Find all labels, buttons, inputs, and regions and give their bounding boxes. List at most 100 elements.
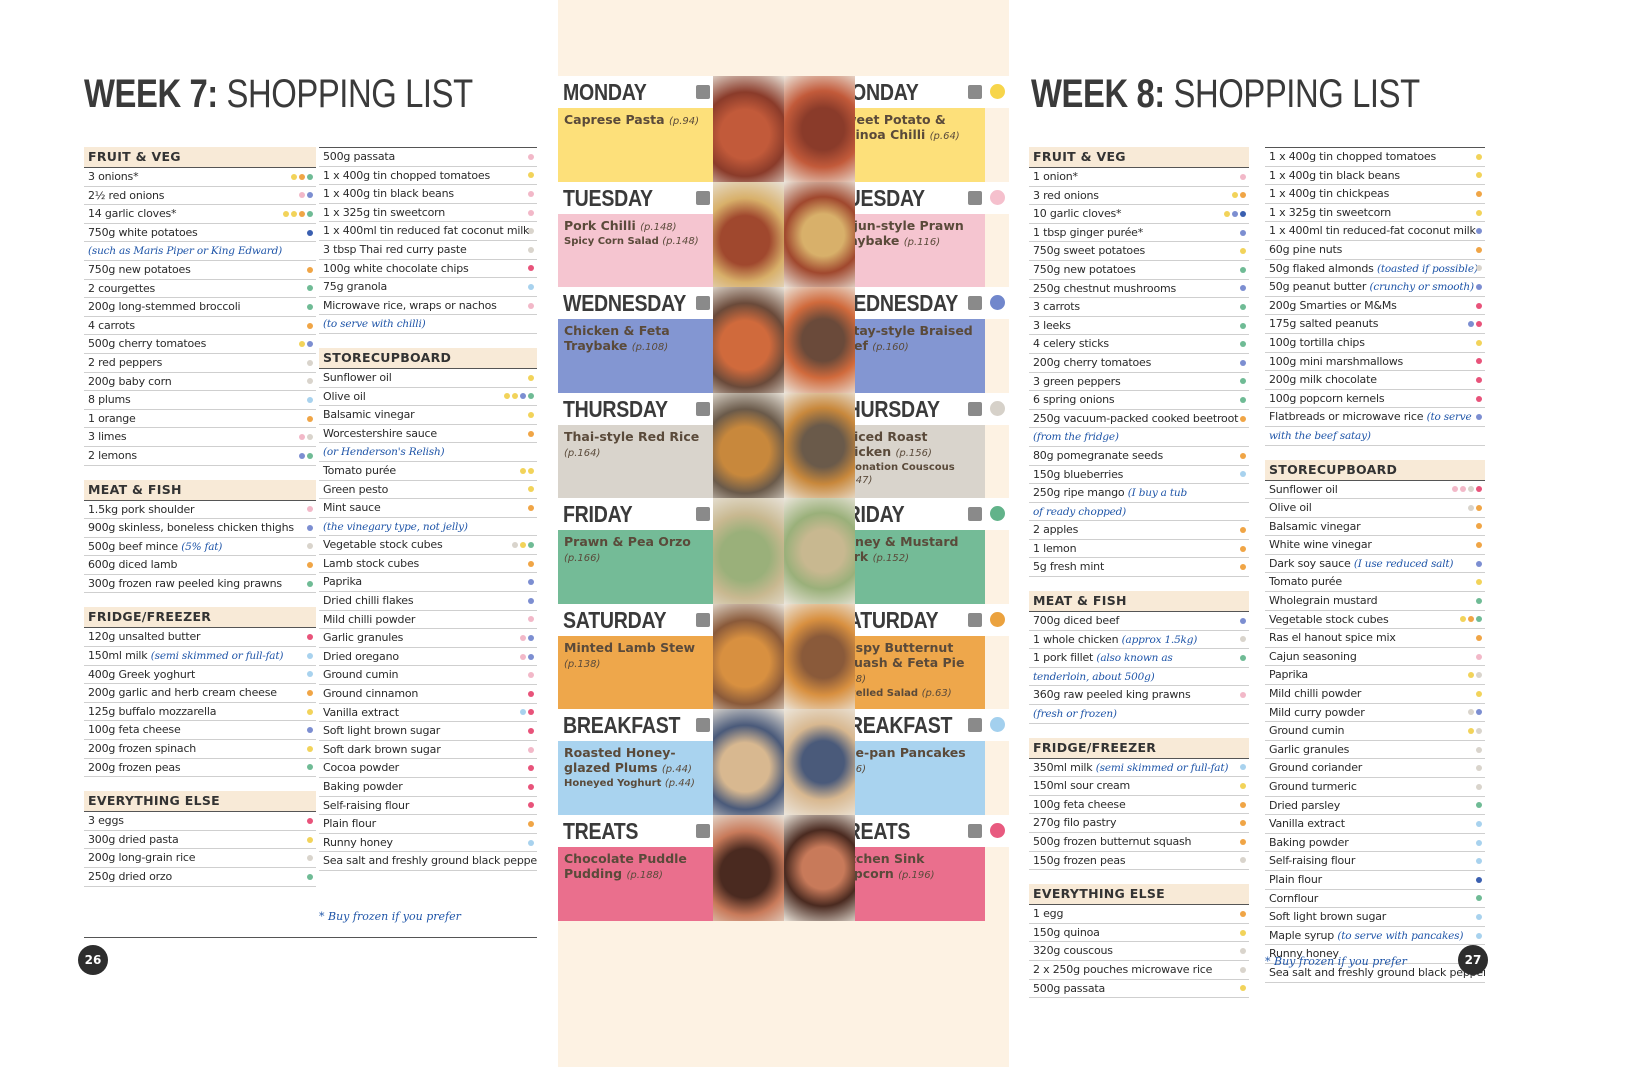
- recipe-dots: [1476, 185, 1482, 203]
- recipe-card: Kitchen Sink Popcorn (p.196): [830, 846, 985, 921]
- day-saturday-week8: SATURDAY Crispy Butternut Squash & Feta P…: [830, 603, 1055, 710]
- recipe-dots: [1476, 204, 1482, 222]
- shopping-item: Runny honey: [319, 834, 537, 853]
- shopping-item: 3 carrots: [1029, 298, 1249, 317]
- shopping-item: Balsamic vinegar: [319, 406, 537, 425]
- side-dish-title: Coronation Couscous: [836, 461, 955, 473]
- item-text: 1 pork fillet: [1033, 651, 1094, 665]
- recipe-photo: [784, 392, 855, 499]
- recipe-dots: [307, 575, 313, 593]
- recipe-title: Minted Lamb Stew: [564, 639, 696, 655]
- section-heading: FRIDGE/FREEZER: [1029, 737, 1249, 759]
- item-text: 4 celery sticks: [1033, 337, 1109, 351]
- recipe-dot: [1476, 616, 1482, 623]
- recipe-dot: [1240, 801, 1246, 808]
- recipe-photo: [713, 287, 784, 393]
- section-heading: STORECUPBOARD: [319, 347, 537, 369]
- shopping-item: of ready chopped): [1029, 503, 1249, 522]
- recipe-card: Roasted Honey-glazed Plums (p.44) Honeyed…: [558, 741, 713, 815]
- recipe-photo: [713, 814, 784, 921]
- recipe-dots: [1476, 908, 1482, 926]
- item-text: Vegetable stock cubes: [323, 538, 443, 552]
- shopping-column-week7-2: 500g passata 1 x 400g tin chopped tomatoe…: [319, 147, 537, 871]
- shopping-item: Ras el hanout spice mix: [1265, 629, 1485, 648]
- shopping-item: 200g garlic and herb cream cheese: [84, 684, 316, 703]
- shopping-item: 3 green peppers: [1029, 373, 1249, 392]
- shopping-column-week7-1: FRUIT & VEG 3 onions* 2½ red onions 14 garl…: [84, 147, 316, 887]
- recipe-dot: [1224, 210, 1230, 217]
- day-tuesday-week7: TUESDAY Pork Chilli (p.148) Spicy Corn Sal…: [558, 181, 783, 288]
- item-text: 350ml milk: [1033, 760, 1093, 774]
- recipe-dot: [528, 228, 534, 235]
- recipe-photo: [713, 392, 784, 499]
- recipe-dots: [1468, 704, 1482, 722]
- cookware-icon: [968, 190, 982, 205]
- shopping-item: Flatbreads or microwave rice (to serve: [1265, 408, 1485, 427]
- recipe-dots: [307, 391, 313, 409]
- recipe-dots: [528, 297, 534, 315]
- item-text: 1 x 400g tin black beans: [323, 187, 454, 201]
- recipe-card: Cajun-style Prawn Traybake (p.116): [830, 213, 985, 288]
- recipe-dots: [1476, 648, 1482, 666]
- recipe-title: Roasted Honey-glazed Plums: [564, 745, 676, 775]
- recipe-dot: [1476, 172, 1482, 179]
- shopping-item: 750g white potatoes: [84, 224, 316, 243]
- recipe-dot: [1476, 653, 1482, 660]
- item-note: (the vinegary type, not jelly): [323, 520, 468, 533]
- recipe-dots: [1240, 410, 1246, 428]
- item-text: Ground coriander: [1269, 761, 1363, 775]
- item-text: 200g baby corn: [88, 374, 172, 388]
- item-text: 3 red onions: [1033, 188, 1099, 202]
- shopping-item: 320g couscous: [1029, 942, 1249, 961]
- recipe-dots: [528, 278, 534, 296]
- recipe-dot: [528, 802, 534, 809]
- recipe-dots: [1468, 499, 1482, 517]
- item-text: 200g long-grain rice: [88, 851, 196, 865]
- shopping-item: Ground turmeric: [1265, 778, 1485, 797]
- recipe-dot: [1476, 579, 1482, 586]
- recipe-dot: [307, 727, 313, 734]
- recipe-dot: [1240, 471, 1246, 478]
- item-note: tenderloin, about 500g): [1033, 670, 1155, 683]
- item-note: (crunchy or smooth): [1369, 281, 1475, 294]
- shopping-item: Vanilla extract: [1265, 815, 1485, 834]
- recipe-name: Thai-style Red Rice (p.164): [564, 429, 707, 461]
- shopping-item: Soft dark brown sugar: [319, 741, 537, 760]
- recipe-dot: [307, 341, 313, 348]
- item-text: Cajun seasoning: [1269, 649, 1357, 663]
- shopping-item: 75g granola: [319, 278, 537, 297]
- recipe-page: (p.160): [872, 342, 909, 353]
- recipe-page: (p.164): [564, 447, 601, 459]
- recipe-dots: [1476, 241, 1482, 259]
- recipe-dots: [1476, 260, 1482, 278]
- item-note: (also known as: [1096, 652, 1173, 665]
- recipe-dot: [1476, 560, 1482, 567]
- shopping-item: 6 spring onions: [1029, 391, 1249, 410]
- item-text: 150ml milk: [88, 649, 148, 663]
- item-text: 125g buffalo mozzarella: [88, 704, 217, 718]
- recipe-dots: [528, 722, 534, 740]
- item-text: 1 egg: [1033, 907, 1064, 921]
- recipe-dots: [307, 812, 313, 830]
- item-text: 750g new potatoes: [1033, 262, 1136, 276]
- item-text: 750g sweet potatoes: [1033, 244, 1146, 258]
- shopping-item: Mild curry powder: [1265, 704, 1485, 723]
- recipe-dots: [528, 204, 534, 222]
- shopping-item: Vanilla extract: [319, 704, 537, 723]
- recipe-page: (p.116): [903, 236, 941, 248]
- recipe-dot: [1476, 765, 1482, 772]
- recipe-dots: [307, 410, 313, 428]
- cookware-icon: [696, 718, 710, 732]
- recipe-dots: [528, 499, 534, 517]
- recipe-dot: [307, 652, 313, 659]
- shopping-item: 175g salted peanuts: [1265, 315, 1485, 334]
- item-text: 900g skinless, boneless chicken thighs: [88, 521, 294, 535]
- shopping-item: Sunflower oil: [319, 369, 537, 388]
- recipe-dot: [1240, 266, 1246, 273]
- item-text: Wholegrain mustard: [1269, 594, 1378, 608]
- day-heading: MONDAY: [830, 76, 1013, 108]
- recipe-dot: [1476, 858, 1482, 865]
- recipe-dot: [1468, 504, 1474, 511]
- recipe-dot: [528, 486, 534, 493]
- item-text: 3 leeks: [1033, 318, 1071, 332]
